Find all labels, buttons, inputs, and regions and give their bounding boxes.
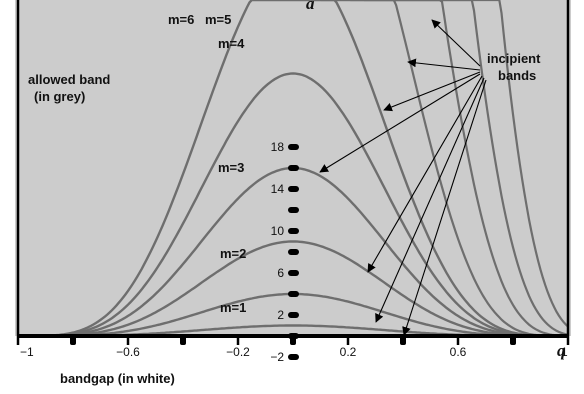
series-curve-m=5 <box>18 72 568 338</box>
x-tick-label: −0.6 <box>116 345 140 359</box>
series-curve-m=3 <box>18 240 568 338</box>
incipient-curve-3 <box>350 0 569 336</box>
incipient-label-2: bands <box>498 68 536 83</box>
incipient-arrow <box>431 19 481 67</box>
y-axis-label: a <box>306 0 315 13</box>
series-label-m=6: m=6 <box>168 12 194 27</box>
x-minor-tick <box>70 335 76 345</box>
series-label-m=3: m=3 <box>218 160 244 175</box>
y-tick <box>288 312 299 318</box>
y-minor-tick <box>288 165 299 171</box>
x-tick-label: −0.2 <box>226 345 250 359</box>
series-label-m=4: m=4 <box>218 36 245 51</box>
x-tick-label: 0.6 <box>450 345 467 359</box>
x-tick-label: 0.2 <box>340 345 357 359</box>
x-minor-tick <box>180 335 186 345</box>
incipient-arrow <box>367 75 483 273</box>
incipient-arrow <box>383 71 481 112</box>
y-tick <box>288 228 299 234</box>
incipient-arrow <box>402 79 487 336</box>
y-minor-tick <box>288 333 299 339</box>
y-tick-label: 2 <box>277 308 284 322</box>
x-axis-label: q <box>557 341 566 360</box>
x-minor-tick <box>400 335 406 345</box>
bandgap-label: bandgap (in white) <box>60 371 175 386</box>
annotation-arrows <box>319 19 487 336</box>
annotations: m=1 m=2 m=3 m=4 m=5 m=6 allowed band (in grey) b… <box>28 12 541 386</box>
series-curve-m=6 <box>18 0 568 338</box>
incipient-arrow <box>375 77 485 323</box>
y-tick <box>288 186 299 192</box>
incipient-curve-1 <box>320 0 568 338</box>
y-minor-tick <box>288 291 299 297</box>
allowed-band-label: allowed band <box>28 72 110 87</box>
incipient-arrow <box>319 73 481 173</box>
y-minor-tick <box>288 207 299 213</box>
incipient-label: incipient <box>487 51 541 66</box>
axes: −1 −0.6 −0.2 0.2 0.6 1 −2 2 6 10 14 18 q a <box>16 0 570 364</box>
allowed-band-label-2: (in grey) <box>34 89 85 104</box>
y-minor-tick <box>288 249 299 255</box>
y-tick <box>288 144 299 150</box>
y-tick-label: 14 <box>271 182 285 196</box>
y-tick-label: −2 <box>270 350 284 364</box>
y-tick <box>288 270 299 276</box>
y-tick-label: 18 <box>271 140 285 154</box>
y-tick-label: 6 <box>277 266 284 280</box>
y-tick-label: 10 <box>271 224 285 238</box>
x-tick-label: −1 <box>20 345 34 359</box>
series-label-m=5: m=5 <box>205 12 231 27</box>
x-tick-label: 1 <box>561 345 568 359</box>
x-minor-tick <box>510 335 516 345</box>
y-tick <box>288 354 299 360</box>
series-label-m=1: m=1 <box>220 300 246 315</box>
incipient-curve-4 <box>364 0 569 328</box>
incipient-arrow <box>407 58 481 71</box>
series-label-m=2: m=2 <box>220 246 246 261</box>
